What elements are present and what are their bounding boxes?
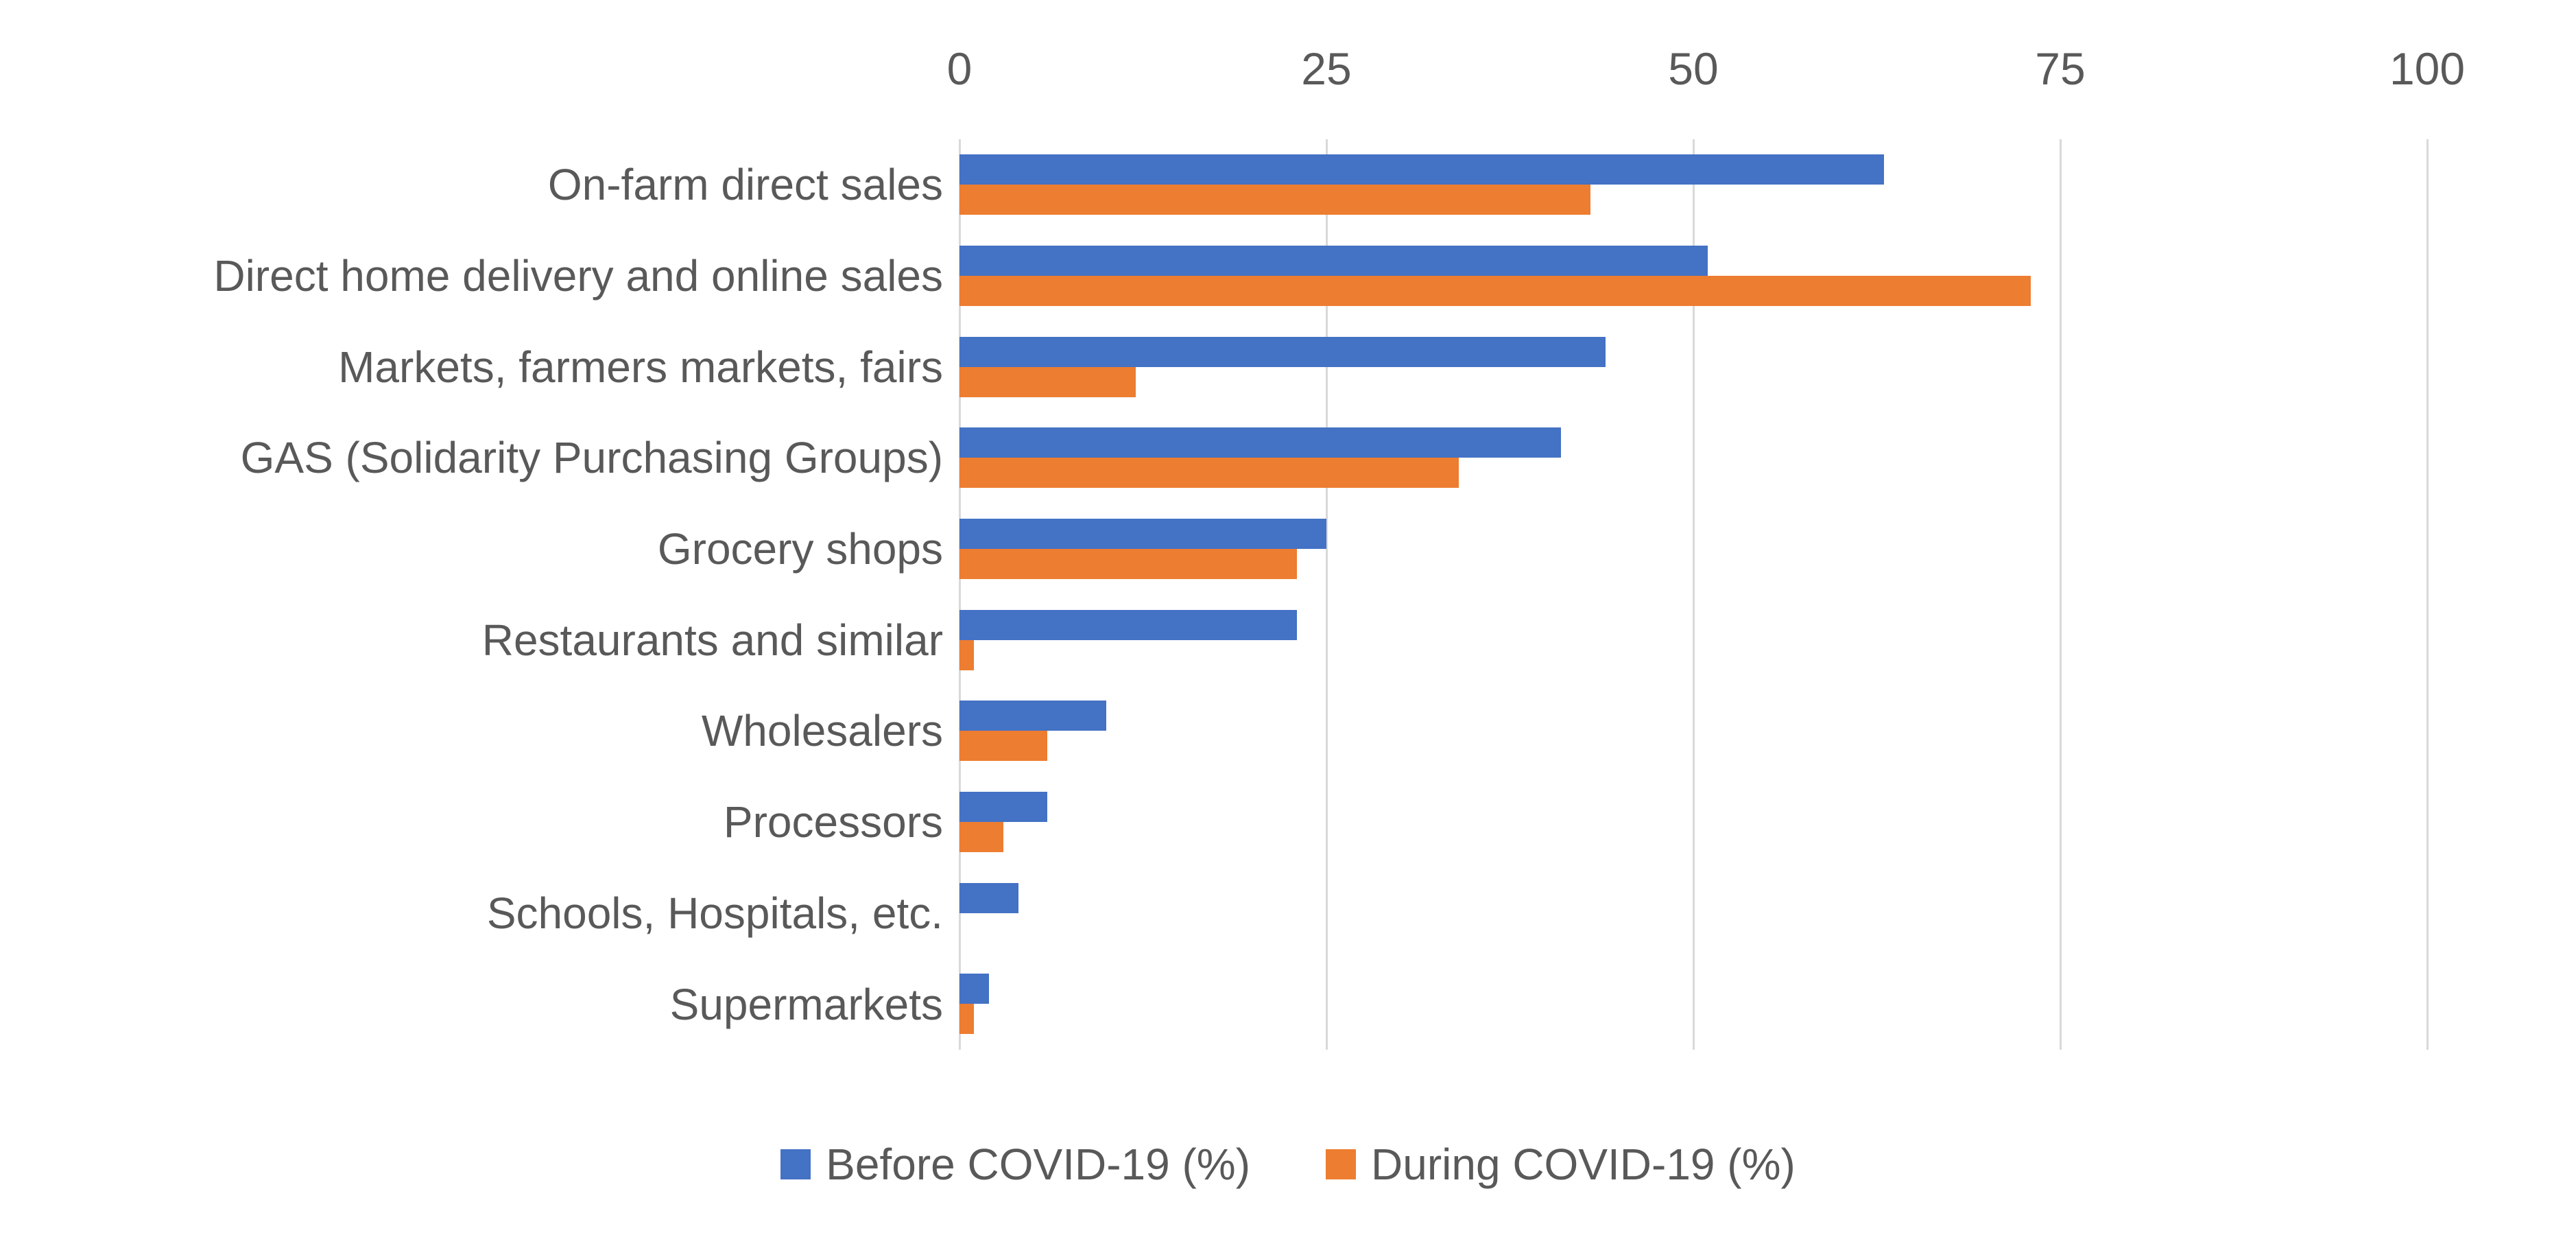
bar-during-covid <box>959 1004 975 1035</box>
legend-item-during-covid: During COVID-19 (%) <box>1326 1139 1796 1190</box>
category-label: Schools, Hospitals, etc. <box>486 888 943 938</box>
bar-rows <box>959 139 2427 1050</box>
bar-during-covid <box>959 731 1048 762</box>
legend-swatch-before-covid <box>780 1149 811 1179</box>
x-axis-tick-label: 0 <box>946 43 973 94</box>
bar-row <box>959 958 2427 1050</box>
bar-row <box>959 321 2427 412</box>
bar-row <box>959 868 2427 959</box>
bar-before-covid <box>959 336 1606 367</box>
bar-before-covid <box>959 609 1298 640</box>
legend-label-during-covid: During COVID-19 (%) <box>1371 1140 1796 1189</box>
bar-during-covid <box>959 275 2031 306</box>
gridline <box>958 139 961 1050</box>
x-axis-top: 0 25 50 75 100 <box>947 41 2465 96</box>
category-label: Supermarkets <box>669 979 943 1029</box>
category-label: Direct home delivery and online sales <box>213 251 943 301</box>
bar-during-covid <box>959 366 1136 397</box>
legend-swatch-during-covid <box>1326 1149 1357 1179</box>
bar-during-covid <box>959 458 1459 489</box>
x-axis-tick-label: 75 <box>2035 43 2086 94</box>
bar-row <box>959 504 2427 595</box>
plot-area <box>958 139 2429 1050</box>
category-label: Wholesalers <box>701 706 943 756</box>
legend-item-before-covid: Before COVID-19 (%) <box>780 1139 1250 1190</box>
bar-before-covid <box>959 882 1018 913</box>
gridline <box>2426 139 2429 1050</box>
category-label: Processors <box>723 797 943 847</box>
bar-during-covid <box>959 822 1004 853</box>
bar-row <box>959 777 2427 868</box>
bar-during-covid <box>959 639 975 670</box>
bar-before-covid <box>959 519 1326 550</box>
x-axis-tick-label: 50 <box>1668 43 1719 94</box>
category-label: Grocery shops <box>657 524 943 574</box>
category-label: Markets, farmers markets, fairs <box>338 342 943 392</box>
category-label: On-farm direct sales <box>547 160 943 210</box>
gridline <box>1325 139 1328 1050</box>
legend-label-before-covid: Before COVID-19 (%) <box>826 1140 1251 1189</box>
gridline <box>2059 139 2062 1050</box>
bar-during-covid <box>959 549 1298 580</box>
bar-before-covid <box>959 792 1048 823</box>
category-label: GAS (Solidarity Purchasing Groups) <box>240 433 943 483</box>
gridline <box>1692 139 1695 1050</box>
bar-before-covid <box>959 427 1562 458</box>
category-axis-labels: On-farm direct sales Direct home delivery… <box>0 139 943 1050</box>
bar-before-covid <box>959 974 989 1004</box>
bar-row <box>959 139 2427 231</box>
bar-row <box>959 685 2427 777</box>
x-axis-tick-label: 25 <box>1301 43 1352 94</box>
bar-before-covid <box>959 154 1885 185</box>
bar-before-covid <box>959 245 1708 276</box>
category-label: Restaurants and similar <box>481 615 943 665</box>
bar-row <box>959 412 2427 504</box>
bar-during-covid <box>959 185 1591 215</box>
bar-row <box>959 594 2427 685</box>
x-axis-tick-label: 100 <box>2389 43 2466 94</box>
legend: Before COVID-19 (%) During COVID-19 (%) <box>0 1139 2576 1190</box>
bar-row <box>959 231 2427 322</box>
bar-before-covid <box>959 701 1106 731</box>
